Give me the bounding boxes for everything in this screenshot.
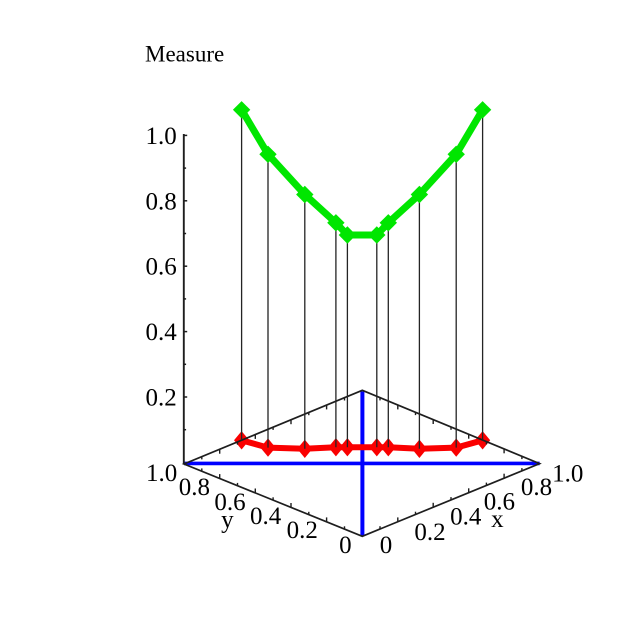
svg-text:Measure: Measure [145,42,224,67]
svg-text:0.8: 0.8 [179,474,210,501]
svg-text:0.4: 0.4 [146,319,178,346]
svg-text:0.6: 0.6 [484,488,515,515]
svg-text:1.0: 1.0 [146,123,177,150]
svg-text:0.8: 0.8 [146,188,177,215]
svg-text:0: 0 [380,532,393,559]
svg-text:0.2: 0.2 [146,385,177,412]
svg-text:0.6: 0.6 [146,254,177,281]
svg-text:1.0: 1.0 [552,460,583,487]
svg-text:0.8: 0.8 [521,474,552,501]
svg-text:0.2: 0.2 [414,519,445,546]
svg-text:y: y [221,506,234,533]
svg-text:0: 0 [339,532,352,559]
svg-text:0.4: 0.4 [250,503,282,530]
svg-text:0.4: 0.4 [450,504,482,531]
svg-text:0.6: 0.6 [214,489,245,516]
svg-text:1.0: 1.0 [146,460,177,487]
svg-text:x: x [491,506,504,533]
svg-text:0.2: 0.2 [287,517,318,544]
